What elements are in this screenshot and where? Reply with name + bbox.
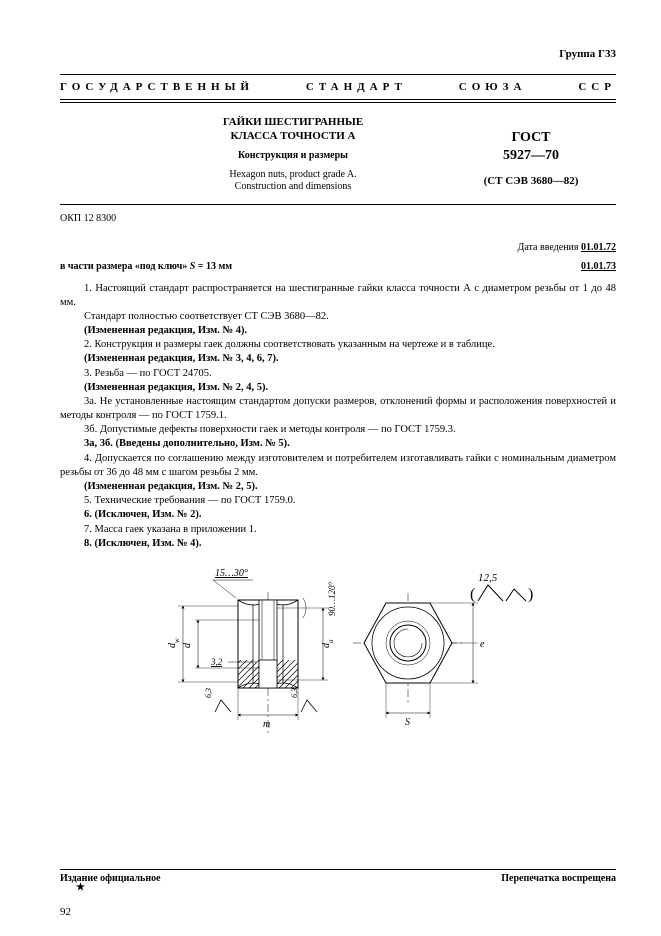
size-label-pre: в части размера «под ключ» <box>60 261 190 272</box>
gost-number: 5927—70 <box>456 147 606 165</box>
paragraph: 2. Конструкция и размеры гаек должны соо… <box>60 338 616 352</box>
paragraph: (Измененная редакция, Изм. № 3, 4, 6, 7)… <box>60 352 616 366</box>
intro-date-row: Дата введения 01.01.72 <box>60 242 616 253</box>
chamfer-angle: 15…30° <box>215 568 248 579</box>
intro-date-value: 01.01.72 <box>581 242 616 253</box>
surface-symbol: 12,5 ( ) <box>470 572 533 603</box>
paragraph: (Измененная редакция, Изм. № 4). <box>60 324 616 338</box>
banner-w4: ССР <box>578 81 616 93</box>
body-text: 1. Настоящий стандарт распространяется н… <box>60 282 616 551</box>
eng-title-2: Construction and dimensions <box>130 181 456 194</box>
svg-text:): ) <box>528 586 533 603</box>
banner-w1: ГОСУДАРСТВЕННЫЙ <box>60 81 254 93</box>
size-label-post: = 13 мм <box>195 261 232 272</box>
size-label: в части размера «под ключ» S = 13 мм <box>60 261 232 272</box>
subtitle: Конструкция и размеры <box>130 150 456 161</box>
eng-title-1: Hexagon nuts, product grade A. <box>130 169 456 182</box>
paragraph: 3. Резьба — по ГОСТ 24705. <box>60 367 616 381</box>
okp-code: ОКП 12 8300 <box>60 213 616 224</box>
label-m: m <box>263 719 270 730</box>
size-row: в части размера «под ключ» S = 13 мм 01.… <box>60 261 616 272</box>
surface-value: 12,5 <box>478 572 498 584</box>
paragraph: 7. Масса гаек указана в приложении 1. <box>60 523 616 537</box>
dim-3-2: 3,2 <box>210 657 223 667</box>
paragraph: 4. Допускается по соглашению между изгот… <box>60 452 616 480</box>
header-block: ГАЙКИ ШЕСТИГРАННЫЕ КЛАССА ТОЧНОСТИ А Кон… <box>60 115 616 205</box>
paragraph: 3а, 3б. (Введены дополнительно, Изм. № 5… <box>60 437 616 451</box>
label-d: d <box>182 642 193 648</box>
paragraph: 8. (Исключен, Изм. № 4). <box>60 537 616 551</box>
banner-w3: СОЮЗА <box>459 81 527 93</box>
paragraph: (Измененная редакция, Изм. № 2, 4, 5). <box>60 381 616 395</box>
footer: Издание официальное ★ Перепечатка воспре… <box>60 869 616 892</box>
technical-drawing: 12,5 ( ) <box>128 565 548 760</box>
rule-top-2 <box>60 99 616 100</box>
angle-range: 90…120° <box>327 581 337 616</box>
paragraph: 1. Настоящий стандарт распространяется н… <box>60 282 616 310</box>
label-e: e <box>480 639 485 650</box>
title-line-1: ГАЙКИ ШЕСТИГРАННЫЕ <box>130 115 456 129</box>
figure-area: 12,5 ( ) <box>60 565 616 765</box>
header-left: ГАЙКИ ШЕСТИГРАННЫЕ КЛАССА ТОЧНОСТИ А Кон… <box>130 115 456 194</box>
paragraph: 3б. Допустимые дефекты поверхности гаек … <box>60 423 616 437</box>
stsev-label: (СТ СЭВ 3680—82) <box>456 175 606 187</box>
banner: ГОСУДАРСТВЕННЫЙ СТАНДАРТ СОЮЗА ССР <box>60 75 616 99</box>
footer-star-icon: ★ <box>76 884 161 892</box>
intro-date-label: Дата введения <box>518 242 581 253</box>
label-s: S <box>405 717 410 728</box>
title-line-2: КЛАССА ТОЧНОСТИ А <box>130 129 456 143</box>
header-right: ГОСТ 5927—70 (СТ СЭВ 3680—82) <box>456 115 606 194</box>
size-date: 01.01.73 <box>581 261 616 272</box>
paragraph: (Измененная редакция, Изм. № 2, 5). <box>60 480 616 494</box>
paragraph: 3а. Не установленные настоящим стандарто… <box>60 395 616 423</box>
dim-6-3-b: 6,3 <box>290 688 299 698</box>
rule-top-3 <box>60 102 616 103</box>
page-number: 92 <box>60 906 71 918</box>
gost-label: ГОСТ <box>456 129 606 147</box>
banner-w2: СТАНДАРТ <box>306 81 407 93</box>
label-dw: dw <box>167 638 181 648</box>
paragraph: 6. (Исключен, Изм. № 2). <box>60 508 616 522</box>
footer-left: Издание официальное ★ <box>60 873 161 892</box>
svg-text:(: ( <box>470 586 475 603</box>
dim-6-3-a: 6,3 <box>204 688 213 698</box>
group-label: Группа Г33 <box>60 48 616 60</box>
footer-right: Перепечатка воспрещена <box>501 873 616 892</box>
paragraph: Стандарт полностью соответствует СТ СЭВ … <box>60 310 616 324</box>
paragraph: 5. Технические требования — по ГОСТ 1759… <box>60 494 616 508</box>
